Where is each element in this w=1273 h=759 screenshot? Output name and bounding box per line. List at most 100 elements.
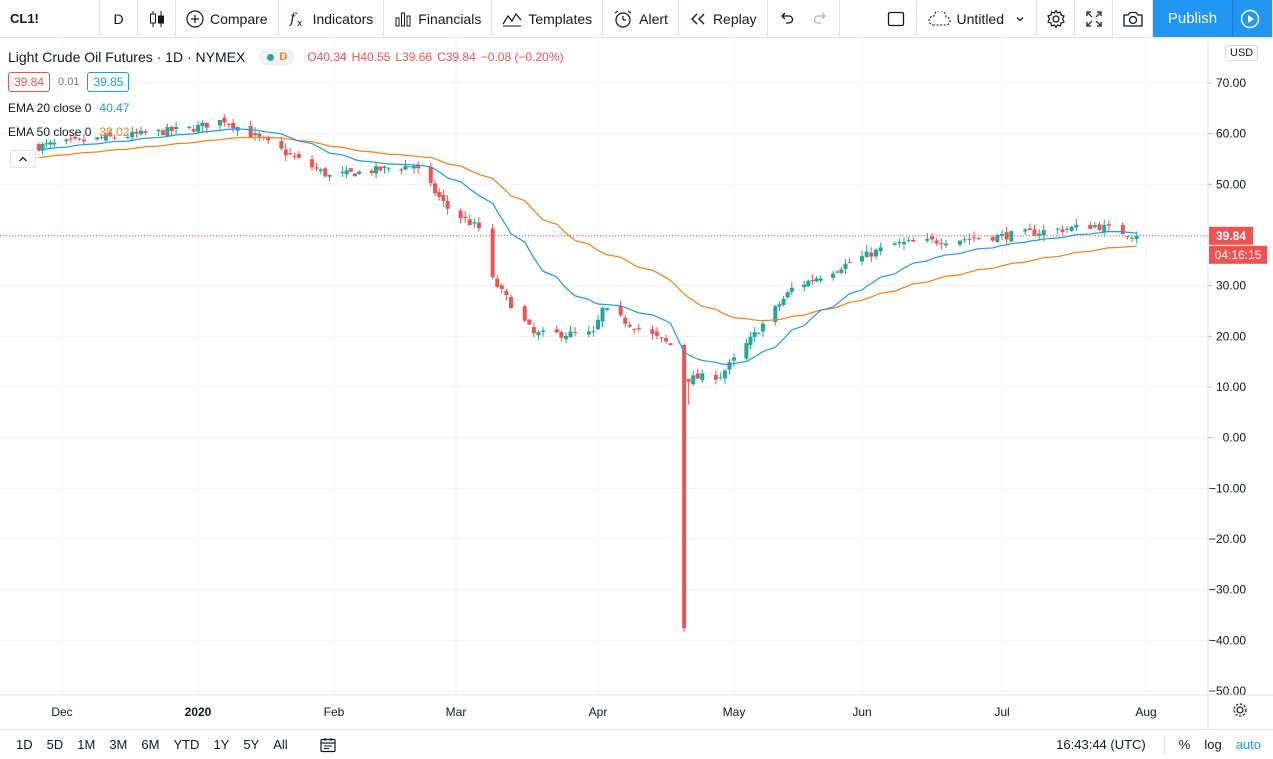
indicators-button[interactable]: f x Indicators — [279, 0, 385, 37]
candle-body — [925, 238, 930, 241]
undo-button[interactable] — [768, 0, 804, 37]
interval-button[interactable]: D — [100, 0, 138, 37]
plus-circle-icon — [186, 9, 204, 28]
symbol-title: Light Crude Oil Futures · 1D · NYMEX — [8, 49, 246, 65]
expand-icon — [1085, 10, 1102, 27]
chart-canvas[interactable]: 70.0060.0050.0040.0030.0020.0010.000.00−… — [0, 39, 1273, 729]
candle-body — [1097, 224, 1102, 231]
templates-button[interactable]: Templates — [492, 0, 604, 37]
candle-body — [802, 284, 807, 288]
candle-body — [944, 243, 948, 246]
range-button-5d[interactable]: 5D — [46, 737, 64, 752]
publish-button[interactable]: Publish — [1153, 0, 1233, 37]
fullscreen-toggle-button[interactable] — [877, 0, 917, 37]
candle-body — [143, 131, 148, 133]
candle-body — [318, 169, 323, 172]
log-toggle[interactable]: log — [1204, 737, 1222, 752]
candle-body — [99, 137, 104, 139]
sell-button[interactable]: 39.84 — [8, 72, 51, 92]
range-button-1y[interactable]: 1Y — [213, 737, 230, 752]
range-button-1d[interactable]: 1D — [16, 737, 33, 752]
range-button-3m[interactable]: 3M — [109, 737, 128, 752]
candle-body — [1125, 236, 1130, 238]
candle-body — [48, 142, 53, 145]
candle-body — [411, 165, 416, 169]
fullscreen-button[interactable] — [1075, 0, 1113, 37]
range-button-6m[interactable]: 6M — [141, 737, 160, 752]
redo-button[interactable] — [804, 0, 840, 37]
compare-button[interactable]: Compare — [176, 0, 279, 37]
percent-toggle[interactable]: % — [1178, 737, 1191, 752]
candle-body — [563, 336, 568, 340]
candle-body — [463, 216, 468, 219]
price-tick-label: 20.00 — [1216, 329, 1246, 343]
candle-body — [1120, 224, 1125, 235]
fx-icon: f x — [289, 11, 303, 28]
candle-body — [664, 338, 668, 342]
candle-body — [722, 370, 727, 379]
time-axis: Dec 2020 Feb Mar Apr May Jun Jul Aug — [0, 694, 1273, 719]
candle-body — [357, 171, 362, 175]
settings-button[interactable] — [1037, 0, 1075, 37]
candle-body — [73, 136, 78, 139]
play-circle-icon — [1240, 9, 1259, 28]
replay-button[interactable]: Replay — [679, 0, 768, 37]
layout-button[interactable]: Untitled — [917, 0, 1037, 37]
candle-body — [806, 280, 811, 287]
range-button-5y[interactable]: 5Y — [243, 737, 260, 752]
candle-body — [847, 261, 852, 263]
candle-body — [432, 183, 437, 194]
ohlc-high: H40.55 — [351, 50, 391, 64]
candle-body — [222, 117, 227, 123]
auto-scale-toggle[interactable]: auto — [1235, 737, 1261, 752]
candle-body — [160, 130, 165, 136]
candle-body — [773, 306, 778, 323]
collapse-legend-button[interactable] — [10, 150, 36, 168]
buy-button[interactable]: 39.85 — [87, 72, 130, 92]
ema20-legend[interactable]: EMA 20 close 0 40.47 — [8, 98, 569, 118]
market-status-badge[interactable]: D — [259, 49, 296, 65]
financials-button[interactable]: Financials — [384, 0, 493, 37]
candle-body — [95, 137, 100, 140]
cloud-icon — [927, 10, 951, 26]
candle-body — [632, 328, 637, 330]
candle-body — [627, 324, 632, 327]
candle-body — [695, 373, 700, 379]
play-button[interactable] — [1233, 0, 1273, 37]
candle-body — [108, 132, 113, 137]
price-tick-label: −30.00 — [1209, 583, 1246, 597]
snapshot-button[interactable] — [1113, 0, 1153, 37]
candle-body — [831, 273, 836, 278]
utc-clock[interactable]: 16:43:44 (UTC) — [1056, 737, 1146, 752]
svg-text:f: f — [289, 11, 298, 27]
candle-body — [217, 120, 222, 126]
candle-body — [226, 123, 231, 125]
goto-date-button[interactable] — [319, 736, 337, 754]
range-button-all[interactable]: All — [273, 737, 288, 752]
candle-body — [752, 332, 757, 337]
ema50-legend[interactable]: EMA 50 close 0 38.02 — [8, 122, 569, 142]
ema50-value: 38.02 — [99, 125, 130, 139]
symbol-search-button[interactable]: CL1! — [0, 0, 100, 37]
range-button-ytd[interactable]: YTD — [173, 737, 200, 752]
candle-body — [1092, 225, 1097, 228]
candle-body — [860, 256, 864, 262]
alert-button[interactable]: Alert — [603, 0, 679, 37]
candle-body — [399, 169, 404, 171]
time-tick-label: Jun — [852, 705, 871, 719]
candle-body — [374, 166, 379, 174]
compare-label: Compare — [210, 10, 268, 27]
currency-label[interactable]: USD — [1225, 45, 1259, 61]
candle-body — [428, 166, 433, 183]
candle-body — [958, 240, 962, 245]
trade-buttons: 39.84 0.01 39.85 — [8, 72, 569, 92]
candle-body — [327, 174, 332, 177]
chart-type-button[interactable] — [138, 0, 176, 37]
price-tick-label: −40.00 — [1209, 633, 1246, 647]
financials-label: Financials — [418, 10, 482, 27]
range-button-1m[interactable]: 1M — [77, 737, 96, 752]
symbol-label: CL1! — [10, 11, 39, 26]
candle-body — [103, 134, 108, 141]
price-chart[interactable]: 70.0060.0050.0040.0030.0020.0010.000.00−… — [0, 39, 1273, 729]
chevron-up-icon — [19, 156, 27, 162]
